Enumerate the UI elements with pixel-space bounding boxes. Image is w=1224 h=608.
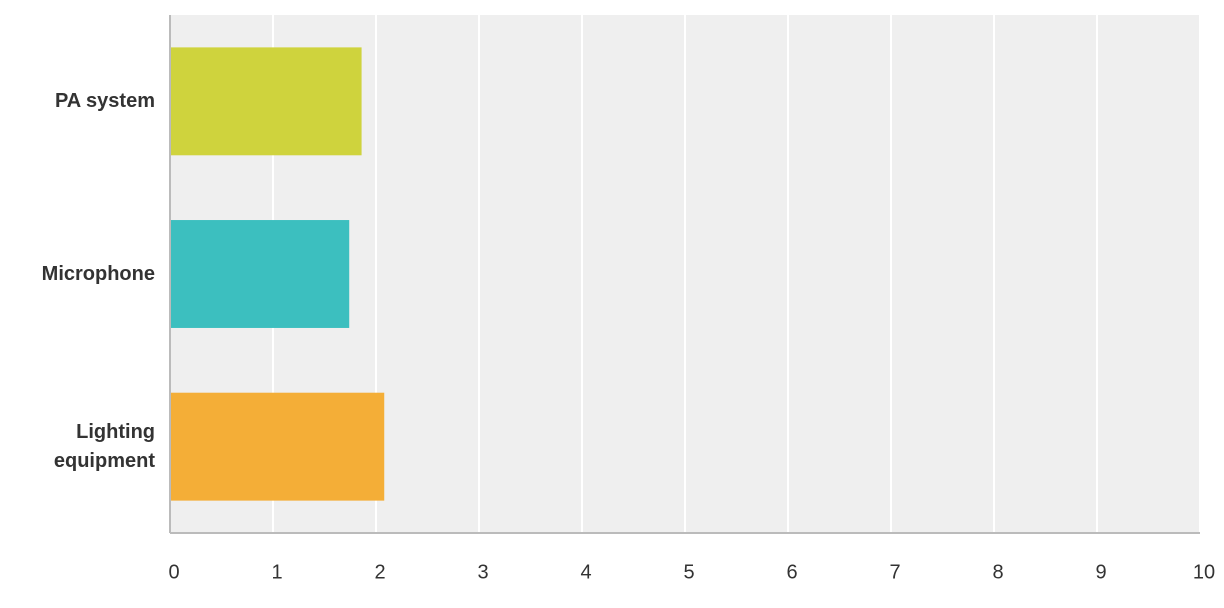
- x-tick-label: 6: [786, 561, 797, 583]
- x-tick-label: 2: [374, 561, 385, 583]
- x-tick-label: 10: [1193, 561, 1215, 583]
- x-tick-label: 0: [168, 561, 179, 583]
- x-tick-label: 4: [580, 561, 591, 583]
- y-tick-label: PA system: [54, 89, 155, 112]
- y-tick-label: Microphone: [41, 262, 155, 285]
- x-tick-label: 8: [992, 561, 1003, 583]
- y-tick-label: Lighting equipment: [53, 420, 155, 472]
- x-tick-label: 1: [271, 561, 282, 583]
- bar: [171, 47, 362, 156]
- x-tick-label: 5: [683, 561, 694, 583]
- x-tick-label: 3: [477, 561, 488, 583]
- x-tick-label: 9: [1095, 561, 1106, 583]
- bar: [171, 220, 350, 328]
- x-tick-label: 7: [889, 561, 900, 583]
- bar: [171, 392, 385, 501]
